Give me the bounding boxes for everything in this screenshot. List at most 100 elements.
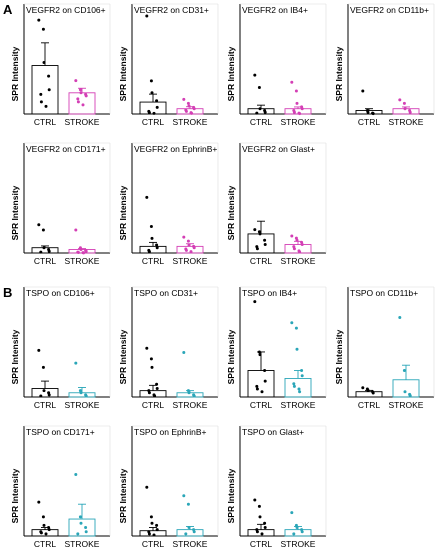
data-point [84, 394, 88, 398]
data-point [42, 246, 46, 250]
y-axis-label: SPR Intensity [334, 329, 344, 384]
chart-3: VEGFR2 on CD11b+ SPR Intensity CTRL STROKE [334, 3, 435, 127]
chart-2: VEGFR2 on IB4+ SPR Intensity CTRL STROKE [226, 3, 327, 127]
data-point [402, 369, 406, 372]
data-point [155, 528, 159, 532]
data-point [79, 91, 83, 95]
chart-7: TSPO on CD106+ SPR Intensity CTRL STROKE [10, 286, 111, 410]
data-point [149, 515, 153, 519]
chart-title: TSPO on CD106+ [26, 288, 95, 298]
data-point [258, 107, 262, 111]
data-point [39, 92, 43, 96]
data-point [78, 88, 82, 92]
data-point [187, 391, 191, 395]
data-point [290, 511, 294, 515]
data-point [184, 109, 188, 113]
data-point [147, 250, 151, 254]
x-tick-label: STROKE [281, 400, 316, 410]
bar-ctrl [139, 245, 167, 254]
data-point [257, 350, 261, 354]
data-point [255, 247, 259, 251]
data-point [37, 500, 41, 504]
data-point [255, 387, 259, 391]
data-point [74, 228, 78, 232]
data-point [361, 89, 365, 93]
data-point [192, 107, 196, 111]
bar-ctrl [355, 391, 383, 398]
data-point [47, 393, 51, 397]
x-tick-label: CTRL [250, 117, 272, 127]
chart-11: TSPO on CD171+ SPR Intensity CTRL STROKE [10, 425, 111, 549]
data-point [403, 107, 407, 111]
data-point [84, 526, 88, 530]
y-axis-label: SPR Intensity [226, 185, 236, 240]
data-point [39, 100, 43, 104]
data-point [149, 225, 153, 228]
data-point [42, 523, 46, 527]
data-point [290, 234, 294, 238]
data-point [74, 361, 78, 365]
data-point [300, 107, 304, 111]
data-point [152, 533, 156, 537]
data-point [39, 394, 43, 398]
panel-letter-a: A [3, 2, 13, 17]
chart-title: TSPO on CD11b+ [350, 288, 418, 298]
data-point [187, 243, 191, 247]
data-point [84, 249, 88, 253]
chart-title: VEGFR2 on CD31+ [134, 5, 209, 15]
data-point [76, 250, 80, 254]
chart-title: TSPO on IB4+ [242, 288, 297, 298]
data-point [192, 246, 196, 250]
data-point [290, 80, 294, 84]
data-point [76, 532, 80, 536]
data-point [145, 346, 149, 350]
x-tick-label: CTRL [142, 256, 164, 266]
data-point [298, 112, 302, 116]
data-point [260, 390, 264, 394]
data-point [292, 110, 296, 114]
chart-title: VEGFR2 on Glast+ [242, 144, 315, 154]
data-point [41, 515, 45, 519]
x-tick-label: CTRL [34, 117, 56, 127]
x-tick-label: STROKE [65, 117, 100, 127]
data-point [192, 530, 196, 534]
data-point [76, 100, 80, 104]
x-tick-label: CTRL [358, 400, 380, 410]
data-point [155, 243, 159, 247]
x-tick-label: CTRL [358, 117, 380, 127]
data-point [297, 387, 301, 391]
data-point [300, 374, 304, 378]
data-point [149, 79, 153, 83]
data-point [190, 111, 194, 115]
x-tick-label: CTRL [34, 256, 56, 266]
chart-0: VEGFR2 on CD106+ SPR Intensity CTRL STROKE [10, 3, 111, 127]
y-axis-label: SPR Intensity [118, 185, 128, 240]
data-point [253, 73, 257, 77]
data-point [155, 387, 159, 391]
bar-stroke [392, 379, 420, 398]
data-point [186, 239, 190, 243]
data-point [145, 485, 149, 489]
data-point [187, 104, 191, 108]
data-point [182, 494, 186, 498]
data-point [42, 389, 46, 393]
data-point [145, 195, 149, 199]
data-point [41, 228, 45, 232]
y-axis-label: SPR Intensity [226, 329, 236, 384]
x-tick-label: STROKE [389, 400, 424, 410]
data-point [295, 238, 299, 242]
data-point [292, 532, 296, 536]
x-tick-label: CTRL [250, 539, 272, 549]
data-point [184, 532, 188, 536]
data-point [182, 97, 186, 101]
y-axis-label: SPR Intensity [226, 46, 236, 101]
data-point [145, 14, 149, 18]
data-point [155, 382, 159, 386]
data-point [81, 103, 85, 107]
x-tick-label: STROKE [173, 400, 208, 410]
data-point [44, 104, 48, 108]
data-point [47, 74, 51, 78]
chart-4: VEGFR2 on CD171+ SPR Intensity CTRL STROKE [10, 142, 111, 266]
data-point [408, 394, 412, 398]
